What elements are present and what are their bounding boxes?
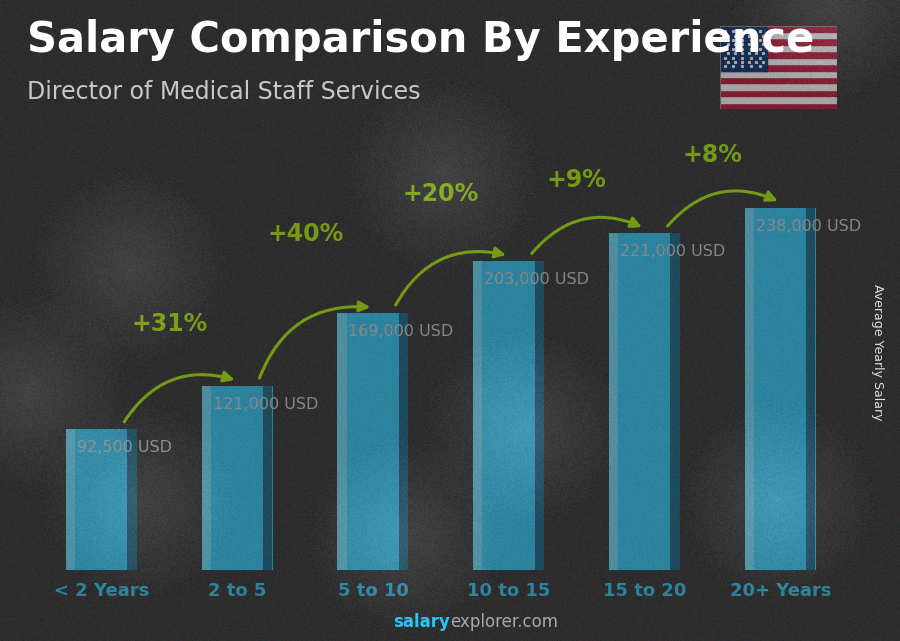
Bar xyxy=(720,26,767,71)
Bar xyxy=(720,45,837,51)
Bar xyxy=(720,51,837,58)
Text: 169,000 USD: 169,000 USD xyxy=(348,324,454,339)
Bar xyxy=(338,313,346,570)
Text: Director of Medical Staff Services: Director of Medical Staff Services xyxy=(27,80,420,104)
Text: 121,000 USD: 121,000 USD xyxy=(212,397,318,412)
Bar xyxy=(720,96,837,103)
Bar xyxy=(670,233,680,570)
Text: 92,500 USD: 92,500 USD xyxy=(77,440,172,456)
Text: 221,000 USD: 221,000 USD xyxy=(620,244,725,260)
Text: +9%: +9% xyxy=(547,168,607,192)
Bar xyxy=(338,313,409,570)
Text: +20%: +20% xyxy=(403,182,479,206)
Text: Salary Comparison By Experience: Salary Comparison By Experience xyxy=(27,19,814,62)
Text: Average Yearly Salary: Average Yearly Salary xyxy=(871,285,884,420)
Bar xyxy=(720,26,837,32)
Bar xyxy=(745,208,815,570)
Bar xyxy=(128,429,137,570)
Bar xyxy=(399,313,408,570)
Bar xyxy=(720,64,837,71)
Bar xyxy=(473,261,482,570)
Bar xyxy=(263,386,273,570)
Text: +31%: +31% xyxy=(131,312,208,335)
Bar xyxy=(806,208,815,570)
Bar xyxy=(202,386,211,570)
Bar xyxy=(202,386,273,570)
Text: +40%: +40% xyxy=(267,222,344,246)
Bar xyxy=(535,261,544,570)
Bar xyxy=(744,208,754,570)
Bar xyxy=(609,233,680,570)
Bar xyxy=(720,77,837,83)
Text: +8%: +8% xyxy=(682,143,742,167)
Bar xyxy=(720,83,837,90)
Bar xyxy=(720,32,837,38)
Bar xyxy=(720,71,837,77)
Text: explorer.com: explorer.com xyxy=(450,613,558,631)
Bar xyxy=(67,429,137,570)
Text: 203,000 USD: 203,000 USD xyxy=(484,272,590,287)
Bar xyxy=(720,58,837,64)
Bar xyxy=(66,429,76,570)
Bar xyxy=(609,233,618,570)
Bar xyxy=(720,90,837,96)
Bar xyxy=(720,103,837,109)
Bar xyxy=(720,38,837,45)
Bar xyxy=(473,261,544,570)
Text: 238,000 USD: 238,000 USD xyxy=(756,219,860,233)
Text: salary: salary xyxy=(393,613,450,631)
